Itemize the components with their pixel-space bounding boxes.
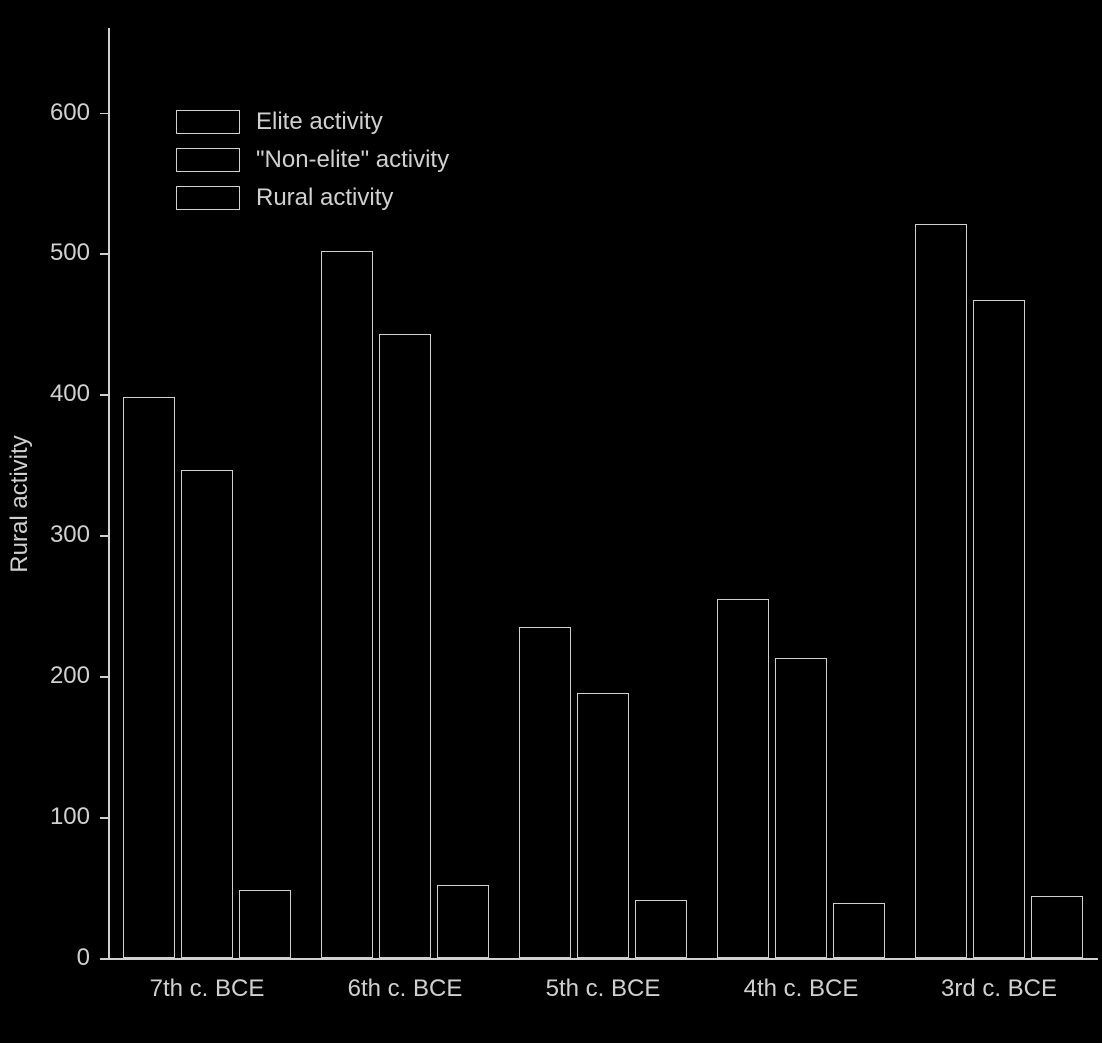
bar: [915, 224, 967, 958]
x-tick-label: 6th c. BCE: [348, 975, 463, 1003]
y-tick: [100, 817, 108, 819]
x-tick-label: 3rd c. BCE: [941, 975, 1057, 1003]
y-tick-label: 100: [50, 803, 90, 831]
y-tick-label: 300: [50, 521, 90, 549]
legend: Elite activity "Non-elite" activity Rura…: [176, 108, 449, 212]
y-tick-label: 0: [77, 944, 90, 972]
legend-item-elite: Elite activity: [176, 108, 449, 136]
bar: [379, 334, 431, 958]
x-axis-line: [108, 958, 1098, 960]
y-axis-title: Rural activity: [6, 435, 34, 572]
bar: [1031, 896, 1083, 958]
bar: [577, 693, 629, 958]
bar: [437, 885, 489, 958]
legend-label: Rural activity: [256, 184, 393, 212]
bar-chart: 0 100 200 300 400 500 600 7th c. BCE 6th c. BCE…: [0, 0, 1102, 1043]
bar: [635, 900, 687, 958]
bar: [239, 890, 291, 958]
y-tick-label: 200: [50, 662, 90, 690]
bar: [833, 903, 885, 958]
legend-swatch: [176, 110, 240, 134]
bar: [717, 599, 769, 958]
y-tick: [100, 535, 108, 537]
y-tick: [100, 958, 108, 960]
bar: [321, 251, 373, 958]
y-tick-label: 400: [50, 380, 90, 408]
x-tick-label: 4th c. BCE: [744, 975, 859, 1003]
x-tick-label: 5th c. BCE: [546, 975, 661, 1003]
y-tick: [100, 113, 108, 115]
bar: [181, 470, 233, 958]
legend-label: Elite activity: [256, 108, 383, 136]
bar: [775, 658, 827, 958]
y-tick-label: 600: [50, 99, 90, 127]
legend-label: "Non-elite" activity: [256, 146, 449, 174]
x-tick-label: 7th c. BCE: [150, 975, 265, 1003]
bar: [519, 627, 571, 958]
y-tick: [100, 676, 108, 678]
bar: [973, 300, 1025, 958]
bar: [123, 397, 175, 958]
legend-item-nonelite: "Non-elite" activity: [176, 146, 449, 174]
y-tick-label: 500: [50, 239, 90, 267]
legend-item-rural: Rural activity: [176, 184, 449, 212]
y-tick: [100, 394, 108, 396]
legend-swatch: [176, 148, 240, 172]
legend-swatch: [176, 186, 240, 210]
y-tick: [100, 253, 108, 255]
